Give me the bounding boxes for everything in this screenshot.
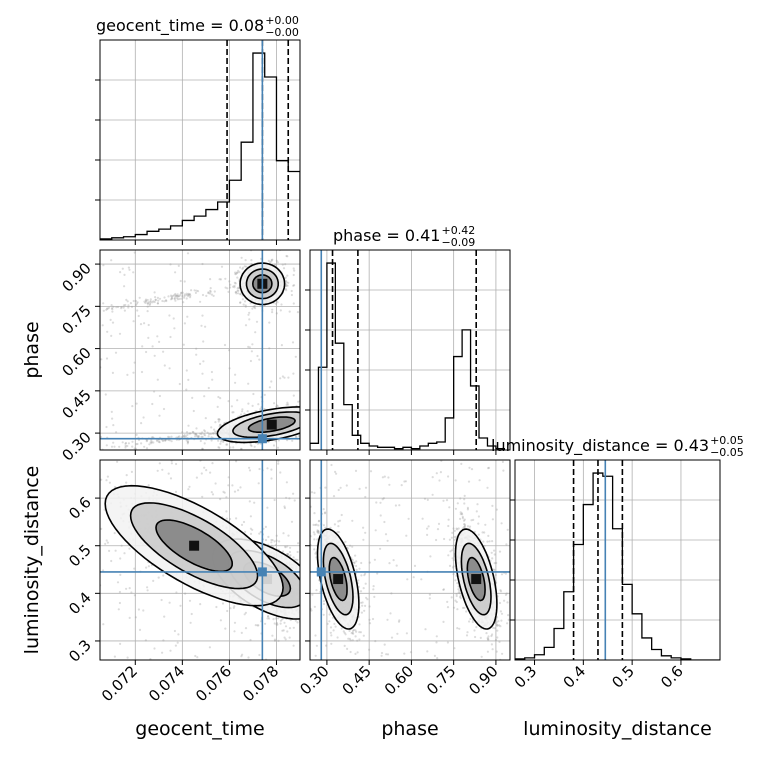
title-minus-geocent_time: −0.00 <box>265 26 299 39</box>
y-tick-label-luminosity_distance: 0.4 <box>65 588 95 618</box>
hist-step-luminosity_distance <box>515 472 720 660</box>
x-tick-label-phase: 0.45 <box>339 662 375 698</box>
y-tick-label-phase: 0.45 <box>58 386 94 422</box>
truth-marker <box>257 434 267 444</box>
title-geocent_time: geocent_time = 0.08 <box>96 16 264 36</box>
x-tick-label-geocent_time: 0.078 <box>239 662 282 705</box>
x-axis-label-geocent_time: geocent_time <box>135 718 264 740</box>
truth-marker <box>316 567 326 577</box>
panel-geocent_time-vs-luminosity_distance <box>99 459 301 661</box>
title-luminosity_distance: luminosity_distance = 0.43 <box>491 436 709 456</box>
truth-marker <box>257 567 267 577</box>
panel-phase-vs-luminosity_distance <box>309 459 511 661</box>
y-axis-label-phase: phase <box>21 321 43 378</box>
x-axis-label-luminosity_distance: luminosity_distance <box>523 718 712 740</box>
y-axis-label-luminosity_distance: luminosity_distance <box>21 466 43 655</box>
title-plus-geocent_time: +0.00 <box>265 14 299 27</box>
x-tick-label-phase: 0.90 <box>465 662 501 698</box>
y-tick-label-luminosity_distance: 0.6 <box>65 493 95 523</box>
hist-step-phase <box>310 262 506 450</box>
x-tick-label-geocent_time: 0.076 <box>192 662 235 705</box>
density-peak <box>471 574 482 585</box>
density-peak <box>333 574 344 585</box>
hist-step-geocent_time <box>100 52 300 240</box>
x-tick-label-phase: 0.75 <box>423 662 459 698</box>
hist-panel-phase <box>305 249 511 451</box>
title-phase: phase = 0.41 <box>333 226 440 245</box>
hist-panel-geocent_time <box>95 39 301 241</box>
title-minus-luminosity_distance: −0.05 <box>710 446 744 459</box>
x-tick-label-phase: 0.60 <box>381 662 417 698</box>
x-axis-label-phase: phase <box>381 718 438 740</box>
panel-geocent_time-vs-phase <box>99 249 301 451</box>
x-tick-label-luminosity_distance: 0.5 <box>608 662 638 692</box>
x-tick-label-geocent_time: 0.074 <box>145 662 188 705</box>
y-tick-label-luminosity_distance: 0.3 <box>65 636 95 666</box>
title-plus-phase: +0.42 <box>441 224 475 237</box>
y-tick-label-phase: 0.30 <box>58 428 94 464</box>
title-plus-luminosity_distance: +0.05 <box>710 434 744 447</box>
x-tick-label-luminosity_distance: 0.4 <box>560 662 590 692</box>
y-tick-label-phase: 0.90 <box>58 259 94 295</box>
x-tick-label-phase: 0.30 <box>296 662 332 698</box>
density-peak <box>266 419 277 430</box>
x-tick-label-luminosity_distance: 0.6 <box>657 662 687 692</box>
title-minus-phase: −0.09 <box>441 236 475 249</box>
x-tick-label-geocent_time: 0.072 <box>98 662 141 705</box>
hist-panel-luminosity_distance <box>510 459 721 661</box>
y-tick-label-phase: 0.75 <box>58 301 94 337</box>
y-tick-label-luminosity_distance: 0.5 <box>65 541 95 571</box>
x-tick-label-luminosity_distance: 0.3 <box>511 662 541 692</box>
y-tick-label-phase: 0.60 <box>58 344 94 380</box>
density-peak <box>189 540 200 551</box>
